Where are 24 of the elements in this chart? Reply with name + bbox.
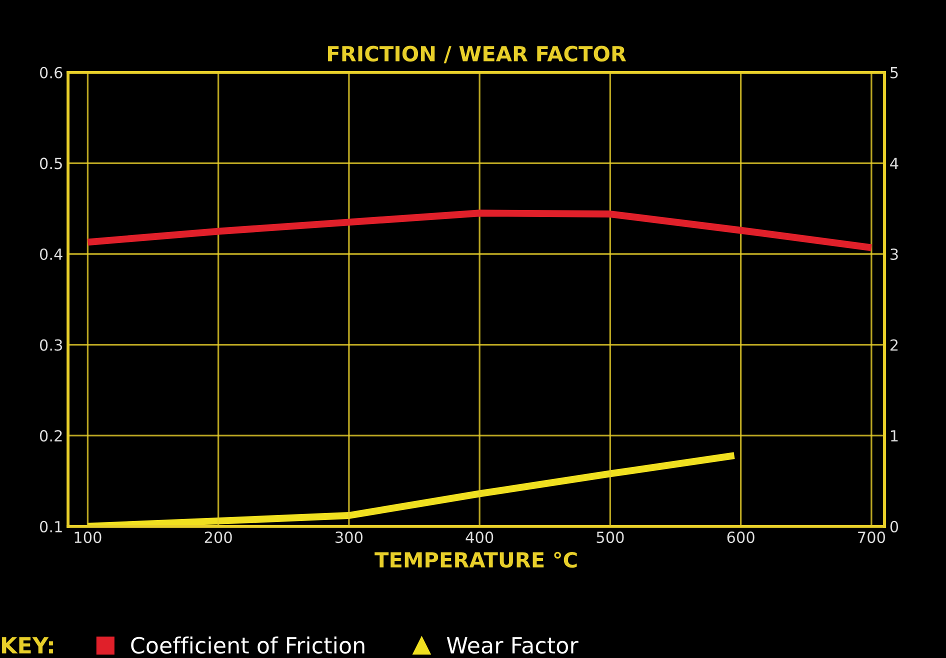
x-tick-label: 200 [204,532,232,544]
legend-title: KEY: [2,637,53,654]
x-axis-title: TEMPERATURE °C [374,552,577,568]
x-tick-label: 100 [74,532,102,544]
y2-tick-label: 0 [890,520,898,532]
legend-label: Coefficient of Friction [131,636,364,654]
y-tick-label: 0.5 [40,158,62,170]
y-tick-label: 0.3 [40,339,62,351]
x-tick-label: 600 [727,532,754,544]
x-tick-label: 700 [858,532,886,544]
y-tick-label: 0.6 [40,66,62,78]
y2-tick-label: 5 [890,67,898,78]
chart-title: FRICTION / WEAR FACTOR [328,46,626,64]
x-tick-label: 400 [466,532,494,544]
x-tick-label: 500 [596,532,624,544]
y-tick-label: 0.2 [40,430,62,442]
x-tick-label: 300 [336,532,363,544]
y2-tick-label: 4 [890,158,898,169]
y-tick-label: 0.1 [40,520,62,532]
y2-tick-label: 3 [890,248,898,260]
legend-label: Wear Factor [446,637,578,654]
y2-tick-label: 2 [890,339,898,351]
y-tick-label: 0.4 [40,248,62,260]
y2-tick-label: 1 [891,430,898,442]
